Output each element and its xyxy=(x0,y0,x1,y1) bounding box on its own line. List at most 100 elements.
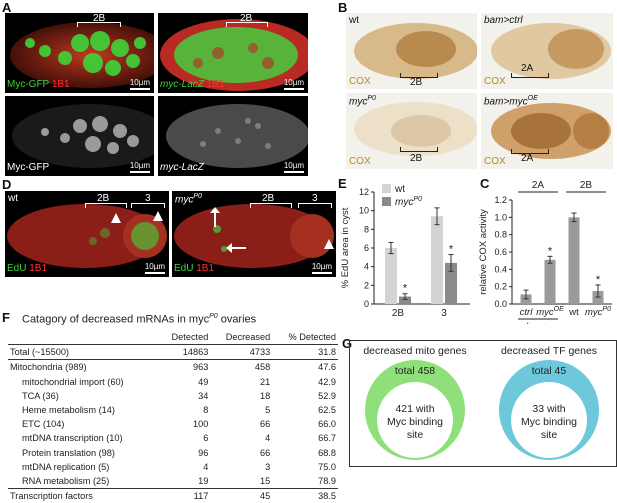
row-value: 15 xyxy=(259,475,271,486)
mrna-category-table: Detected Decreased% Detected Total (~15500… xyxy=(8,330,338,503)
row-category: Total (~15500) xyxy=(8,344,159,361)
row-value: 8 xyxy=(203,405,209,416)
micrograph-cox-myc-p0: mycP0 COX 2B xyxy=(346,93,477,169)
panel-label-c: C xyxy=(480,176,490,191)
row-value: 4 xyxy=(265,433,271,444)
row-value: 66 xyxy=(259,419,271,430)
bar xyxy=(544,259,556,304)
caption: EdU 1B1 xyxy=(174,263,215,274)
stain-label: COX xyxy=(349,156,371,167)
y-tick-label: 0.4 xyxy=(494,264,507,274)
x-tick-label: 2B xyxy=(392,308,405,319)
bracket-label: 2B xyxy=(410,77,423,88)
bar xyxy=(445,262,457,304)
table-row: RNA metabolism (25) 19 15 78.9 xyxy=(8,474,338,489)
y-tick-label: 10 xyxy=(359,206,369,216)
row-value: 42.9 xyxy=(318,376,336,387)
bracket-label: 3 xyxy=(145,193,151,204)
bracket-2a xyxy=(511,73,549,78)
genotype-label: wt xyxy=(8,193,18,204)
micrograph-myc-lacz-gray: myc-LacZ 10µm xyxy=(158,96,308,176)
significance-mark: * xyxy=(548,245,553,257)
y-tick-label: 2 xyxy=(364,280,369,290)
table-row: ETC (104) 100 66 66.0 xyxy=(8,417,338,431)
y-axis-label: relative COX activity xyxy=(478,209,489,295)
micrograph-image xyxy=(7,204,167,268)
arrowhead-icon xyxy=(324,239,334,249)
micrograph-image xyxy=(10,22,154,88)
stain-label: COX xyxy=(484,76,506,87)
significance-mark: * xyxy=(403,283,408,295)
bar xyxy=(431,216,443,304)
bracket-label: 2B xyxy=(410,153,423,164)
y-tick-label: 6 xyxy=(364,243,369,253)
row-value: 66.0 xyxy=(318,419,336,430)
bar xyxy=(568,217,580,304)
micrograph-cox-wt: wt COX 2B xyxy=(346,13,477,89)
genotype-label: mycP0 xyxy=(175,193,202,206)
row-category: Transcription factors xyxy=(8,488,159,503)
arrow-icon xyxy=(210,207,220,227)
table-row: Mitochondria (989) 963 458 47.6 xyxy=(8,360,338,375)
x-tick-label: ctrl xyxy=(520,307,534,318)
legend-swatch xyxy=(382,184,391,193)
micrograph-image xyxy=(12,104,154,168)
bracket-label: 2B xyxy=(93,13,106,24)
inner-label: Myc binding xyxy=(387,416,443,428)
row-value: 49 xyxy=(198,376,209,387)
row-value: 117 xyxy=(158,488,211,503)
stain-label: COX xyxy=(349,76,371,87)
row-category: TCA (36) xyxy=(22,390,59,401)
outer-label: total 45 xyxy=(532,365,567,377)
inner-label: site xyxy=(407,429,424,441)
table-row: mtDNA transcription (10) 6 4 66.7 xyxy=(8,431,338,445)
caption: myc-LacZ 1B1 xyxy=(160,79,225,90)
row-value: 52.9 xyxy=(318,390,336,401)
chart-c: 0.0 0.2 0.4 0.6 0.8 1.0 1.2 relative COX activi… xyxy=(478,180,612,324)
table-row: TCA (36) 34 18 52.9 xyxy=(8,389,338,403)
group-label: 2A xyxy=(532,180,545,191)
row-value: 100 xyxy=(192,419,209,430)
scale-bar: 10µm xyxy=(129,78,150,90)
row-value: 66 xyxy=(259,447,271,458)
bracket-label: 2A xyxy=(521,153,534,164)
scale-bar: 10µm xyxy=(283,161,304,173)
micrograph-myc-lacz-merge: 2B myc-LacZ 1B1 10µm xyxy=(158,13,308,93)
micrograph-image xyxy=(174,204,334,268)
column-header: Detected xyxy=(158,330,211,346)
panel-label-d: D xyxy=(2,177,12,192)
row-value: 6 xyxy=(203,433,209,444)
caption: Myc-GFP xyxy=(7,162,50,173)
table-header-row: Detected Decreased% Detected xyxy=(8,330,338,346)
group-label: bam> xyxy=(526,321,550,324)
panel-label-g: G xyxy=(342,336,353,351)
significance-mark: * xyxy=(449,244,454,256)
bracket-3 xyxy=(298,203,332,208)
scale-bar: 10µm xyxy=(311,262,332,274)
row-value: 78.9 xyxy=(318,475,336,486)
row-value: 66.7 xyxy=(318,433,336,444)
bracket-label: 2B xyxy=(97,193,110,204)
row-value: 68.8 xyxy=(318,447,336,458)
row-category: mtDNA transcription (10) xyxy=(22,433,123,444)
micrograph-image xyxy=(166,104,308,168)
legend-label: mycP0 xyxy=(395,196,422,208)
column-header xyxy=(8,330,159,346)
outer-label: total 458 xyxy=(395,365,435,377)
y-axis-label: % EdU area in cyst xyxy=(340,207,351,288)
micrograph-image xyxy=(354,102,477,156)
panel-label-e: E xyxy=(338,176,347,191)
bracket-2b xyxy=(85,203,127,208)
row-value: 21 xyxy=(259,376,271,387)
bracket-2b xyxy=(400,73,438,78)
row-category: mitochondrial import (60) xyxy=(22,376,124,387)
bracket-label: 3 xyxy=(312,193,318,204)
row-category: Protein translation (98) xyxy=(22,447,115,458)
bar xyxy=(385,248,397,304)
scale-bar: 10µm xyxy=(283,78,304,90)
arrowhead-icon xyxy=(111,213,121,223)
caption: myc-LacZ xyxy=(160,162,204,173)
row-value: 62.5 xyxy=(318,405,336,416)
genotype-label: wt xyxy=(349,15,359,26)
